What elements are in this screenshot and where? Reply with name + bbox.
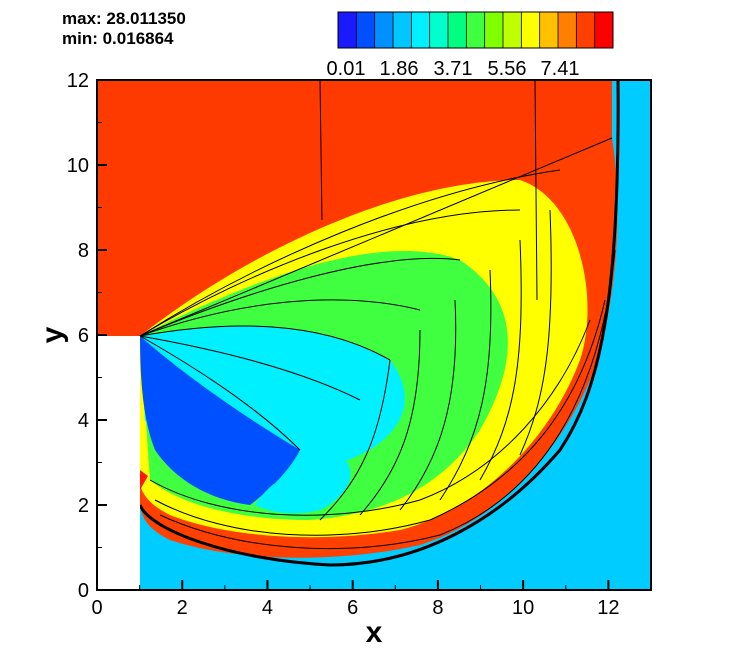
contour-line	[139, 209, 521, 337]
contour-line	[319, 80, 323, 221]
contour-line	[439, 269, 492, 501]
x-tick-label: 0	[91, 597, 102, 619]
x-tick-label: 2	[177, 597, 188, 619]
contour-line	[139, 335, 361, 401]
colorbar-segment	[448, 12, 467, 48]
colorbar-tick-labels: 0.01 1.86 3.71 5.56 7.41	[327, 58, 580, 80]
colorbar-segment	[429, 12, 449, 48]
y-axis-ticks: 0 2 4 6 8 10 12	[67, 70, 107, 602]
contour-line	[154, 299, 606, 536]
freestream-region	[97, 80, 612, 336]
contour-line	[139, 335, 301, 451]
colorbar-segment	[503, 12, 522, 48]
contour-lines	[138, 80, 620, 567]
contour-line	[139, 325, 391, 361]
colorbar-segment	[393, 12, 412, 48]
colorbar-segment	[521, 12, 541, 48]
colorbar-segment	[484, 12, 504, 48]
y-tick-label: 6	[78, 325, 89, 347]
y-tick-label: 0	[78, 580, 89, 602]
contour-line	[139, 257, 461, 337]
corner-hotspot	[140, 470, 148, 490]
contour-line	[534, 80, 538, 301]
x-tick-label: 4	[262, 597, 273, 619]
y-tick-label: 8	[78, 240, 89, 262]
x-tick-label: 12	[597, 597, 619, 619]
contour-field	[97, 80, 651, 590]
colorbar-segment	[594, 12, 614, 48]
expansion-region-blue	[140, 336, 300, 505]
colorbar-tick-label: 1.86	[380, 58, 419, 80]
colorbar-segment	[466, 12, 486, 48]
colorbar-tick-label: 5.56	[488, 58, 527, 80]
max-value-label: max: 28.011350	[62, 9, 186, 28]
x-axis-label: x	[366, 616, 383, 649]
y-tick-label: 10	[67, 155, 89, 177]
colorbar-segment	[411, 12, 431, 48]
colorbar-tick-label: 3.71	[434, 58, 473, 80]
colorbar-tick-label: 7.41	[541, 58, 580, 80]
contour-line	[319, 359, 391, 521]
colorbar-tick-label: 0.01	[327, 58, 366, 80]
contour-line	[359, 329, 421, 516]
min-value-label: min: 0.016864	[62, 29, 174, 48]
x-tick-label: 8	[432, 597, 443, 619]
colorbar-segment	[356, 12, 376, 48]
recirculation-cyan	[255, 455, 351, 514]
y-axis-label: y	[36, 326, 69, 343]
y-tick-label: 12	[67, 70, 89, 92]
colorbar	[337, 11, 614, 49]
contour-line	[139, 299, 421, 337]
y-tick-label: 2	[78, 495, 89, 517]
bow-shock-line	[138, 80, 620, 567]
y-tick-label: 4	[78, 410, 89, 432]
x-tick-label: 6	[347, 597, 358, 619]
contour-line	[139, 169, 561, 337]
contour-line	[159, 249, 616, 550]
x-tick-label: 10	[512, 597, 534, 619]
step-body	[97, 336, 140, 590]
contour-line	[519, 209, 552, 456]
colorbar-segment	[374, 12, 394, 48]
contour-line	[139, 137, 613, 337]
colorbar-border	[337, 11, 614, 49]
x-axis-ticks: 0 2 4 6 8 10 12	[91, 580, 620, 619]
colorbar-segment	[576, 12, 596, 48]
contour-line	[149, 319, 591, 516]
colorbar-segment	[558, 12, 577, 48]
colorbar-segment	[338, 12, 357, 48]
colorbar-segment	[539, 12, 559, 48]
contour-line	[479, 239, 522, 481]
contour-line	[399, 299, 457, 511]
